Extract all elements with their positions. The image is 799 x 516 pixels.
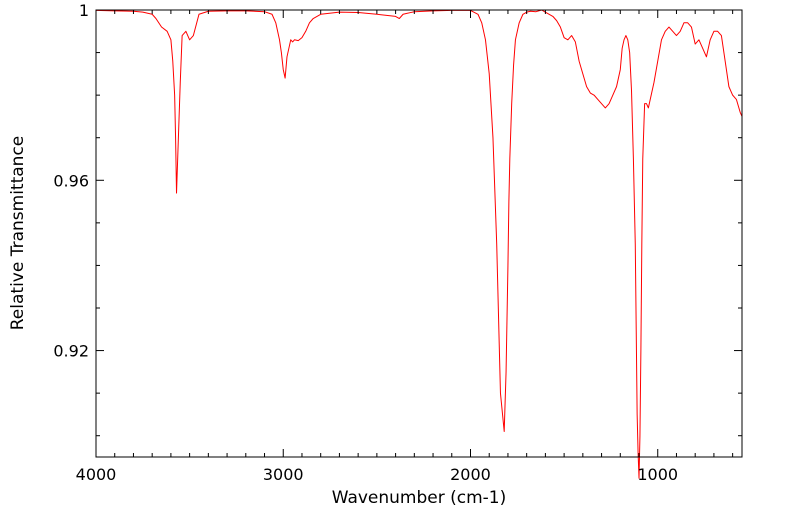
- x-tick-label: 3000: [263, 465, 304, 484]
- x-axis-label: Wavenumber (cm-1): [332, 488, 507, 508]
- y-tick-label: 0.92: [53, 342, 89, 361]
- x-tick-label: 2000: [450, 465, 491, 484]
- y-axis-label: Relative Transmittance: [8, 136, 28, 331]
- y-tick-label: 1: [79, 1, 89, 20]
- plot-frame: [95, 9, 743, 458]
- y-axis-ticks: 1 0.96 0.92: [53, 1, 742, 437]
- y-tick-label: 0.96: [53, 171, 89, 190]
- spectrum-line: [95, 9, 743, 479]
- x-tick-label: 4000: [76, 465, 117, 484]
- x-tick-label: 1000: [637, 465, 678, 484]
- spectrum-series: [95, 9, 743, 479]
